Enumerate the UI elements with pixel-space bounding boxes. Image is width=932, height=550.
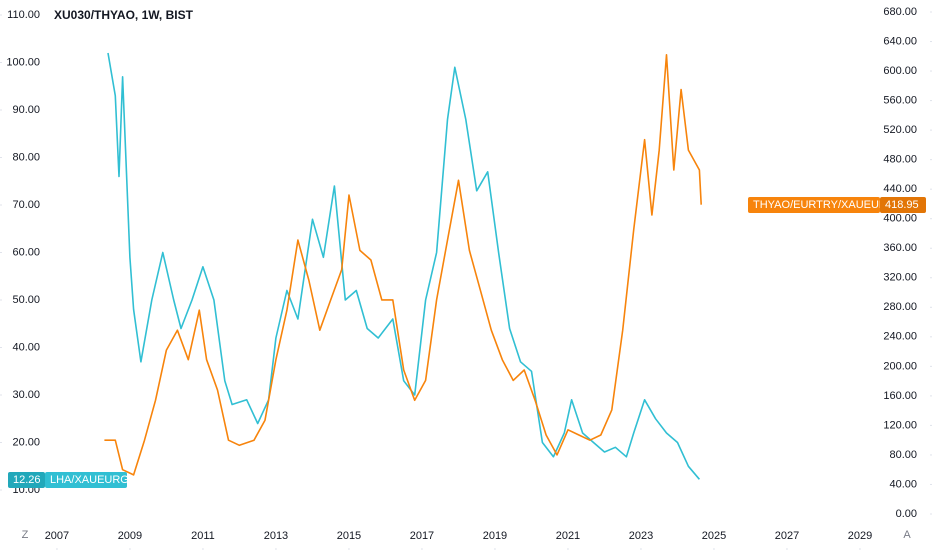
y-tick-label: 90.00 <box>12 104 40 116</box>
y2-tick-label: 480.00 <box>883 154 917 166</box>
y2-tick-label: 600.00 <box>883 65 917 77</box>
y2-tick-label: 680.00 <box>883 6 917 18</box>
y2-tick-label: 400.00 <box>883 213 917 225</box>
badge-name-bg <box>748 197 880 213</box>
y2-tick-label: 240.00 <box>883 331 917 343</box>
chart-title: XU030/THYAO, 1W, BIST <box>54 8 194 22</box>
x-tick-label: 2011 <box>191 530 215 542</box>
x-tick-label: 2027 <box>775 530 799 542</box>
y2-tick-label: 160.00 <box>883 390 917 402</box>
x-tick-label: 2015 <box>337 530 361 542</box>
y-tick-label: 30.00 <box>12 389 40 401</box>
y2-tick-label: 80.00 <box>889 449 917 461</box>
y2-tick-label: 120.00 <box>883 419 917 431</box>
x-tick-label: 2017 <box>410 530 434 542</box>
y2-tick-label: 280.00 <box>883 301 917 313</box>
y2-tick-label: 40.00 <box>889 478 917 490</box>
x-tick-label: 2007 <box>45 530 69 542</box>
control-label[interactable]: A <box>903 529 911 541</box>
y-tick-label: 20.00 <box>12 436 40 448</box>
y-tick-label: 50.00 <box>12 294 40 306</box>
y2-tick-label: 360.00 <box>883 242 917 254</box>
y-tick-label: 40.00 <box>12 341 40 353</box>
badge-value: 12.26 <box>13 474 41 486</box>
y-tick-label: 100.00 <box>6 56 40 68</box>
y2-tick-label: 640.00 <box>883 35 917 47</box>
y2-tick-label: 320.00 <box>883 272 917 284</box>
y-tick-label: 110.00 <box>7 9 40 21</box>
series-line <box>104 54 702 476</box>
x-tick-label: 2029 <box>848 530 872 542</box>
y2-tick-label: 560.00 <box>883 94 917 106</box>
y2-tick-label: 200.00 <box>883 360 917 372</box>
y2-tick-label: 0.00 <box>896 508 917 520</box>
control-button[interactable] <box>900 527 914 543</box>
badge-value-bg <box>8 472 45 488</box>
legend-label: LHA/XAUEURG <box>50 474 129 486</box>
badge-value-bg <box>880 197 926 213</box>
badge-name-bg <box>45 472 127 488</box>
y-tick-label: 80.00 <box>12 151 40 163</box>
control-button[interactable] <box>18 527 32 543</box>
x-tick-label: 2009 <box>118 530 142 542</box>
x-tick-label: 2019 <box>483 530 507 542</box>
badge-value: 418.95 <box>885 199 919 211</box>
x-tick-label: 2013 <box>264 530 288 542</box>
y-tick-label: 60.00 <box>12 246 40 258</box>
x-tick-label: 2025 <box>702 530 726 542</box>
series-line <box>107 52 701 480</box>
y2-tick-label: 440.00 <box>883 183 917 195</box>
x-tick-label: 2023 <box>629 530 653 542</box>
x-tick-label: 2021 <box>556 530 580 542</box>
y2-tick-label: 520.00 <box>883 124 917 136</box>
control-label[interactable]: Z <box>22 529 29 541</box>
legend-label: THYAO/EURTRY/XAUEURG <box>753 199 895 211</box>
y-tick-label: 70.00 <box>12 199 40 211</box>
